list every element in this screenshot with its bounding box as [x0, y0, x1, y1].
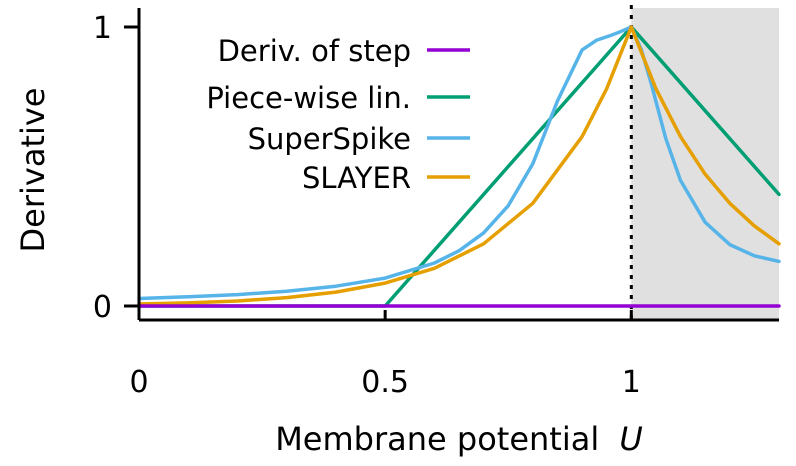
y-tick-label: 0 [93, 290, 112, 325]
x-tick-label: 1 [622, 365, 641, 400]
legend: Deriv. of step Piece-wise lin. SuperSpike S… [206, 34, 470, 195]
legend-label: Piece-wise lin. [206, 81, 411, 115]
series-line-superspike [137, 25, 781, 301]
series-line-slayer [137, 25, 781, 306]
legend-label: Deriv. of step [218, 34, 411, 68]
legend-label: SuperSpike [248, 122, 411, 156]
y-tick-label: 1 [93, 11, 112, 46]
x-tick-label: 0.5 [361, 365, 409, 400]
x-axis-label-text: Membrane potential [275, 420, 599, 458]
y-axis-label: Derivative [14, 88, 52, 253]
x-axis-label-variable: U [619, 420, 642, 458]
series-layer [137, 25, 781, 308]
legend-label: SLAYER [302, 161, 411, 195]
tick-layer: 0 0.5 1 0 1 [93, 11, 641, 400]
x-tick-label: 0 [129, 365, 148, 400]
above-threshold-shaded-region [631, 8, 779, 320]
x-axis-label: Membrane potential U [275, 420, 643, 458]
